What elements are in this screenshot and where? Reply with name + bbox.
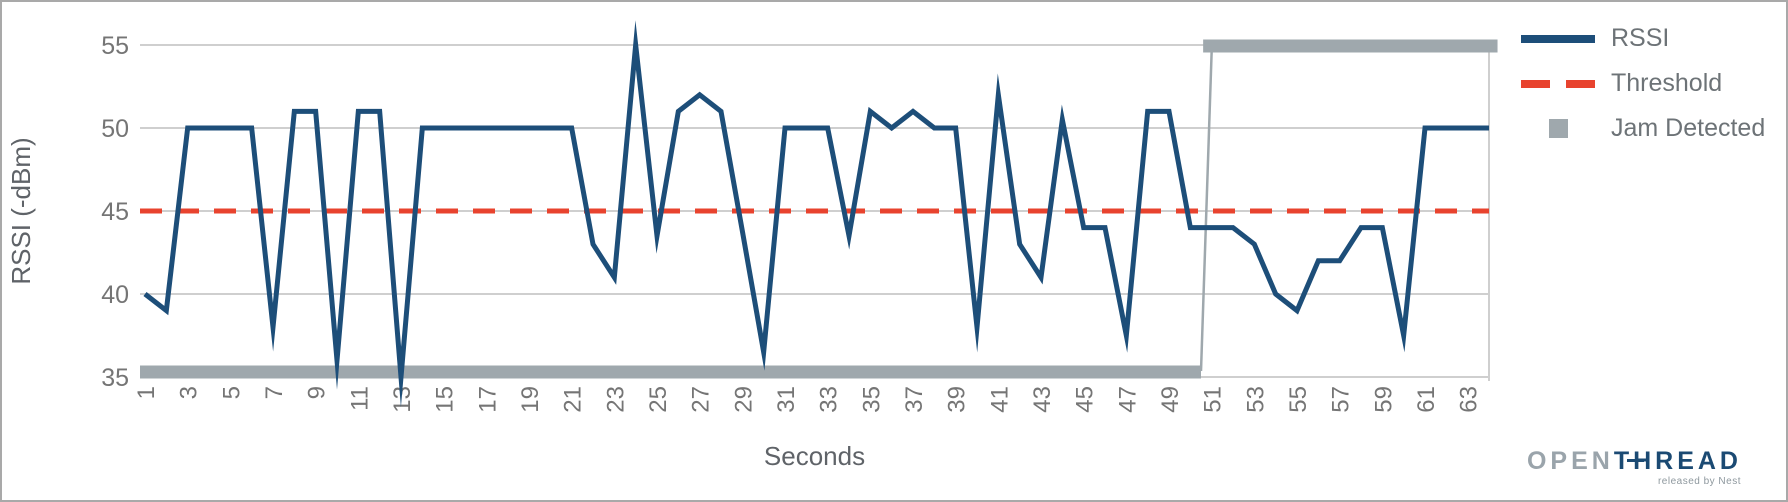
x-tick-label-29: 29 [730,386,757,413]
x-tick-label-5: 5 [218,386,245,399]
y-tick-label-40: 40 [101,281,129,309]
x-tick-label-57: 57 [1328,386,1355,413]
x-tick-label-19: 19 [517,386,544,413]
legend-swatch-col [1521,79,1595,88]
chart-legend: RSSI Threshold Jam Detected [1521,16,1765,151]
x-tick-label-9: 9 [304,386,331,399]
x-tick-label-63: 63 [1456,386,1483,413]
x-tick-label-27: 27 [688,386,715,413]
x-tick-label-35: 35 [858,386,885,413]
x-tick-label-11: 11 [346,386,373,411]
rssi-line[interactable] [143,20,1489,408]
x-tick-label-55: 55 [1285,386,1312,413]
y-axis-title: RSSI (-dBm) [6,137,36,284]
legend-swatch-col [1521,119,1595,138]
y-tick-label-50: 50 [101,115,129,143]
x-tick-label-59: 59 [1370,386,1397,413]
x-tick-label-31: 31 [773,386,800,413]
x-tick-label-15: 15 [432,386,459,413]
legend-label-rssi: RSSI [1611,24,1670,52]
x-tick-label-1: 1 [133,386,160,399]
x-tick-label-37: 37 [901,386,928,413]
logo-tagline: released by Nest [1657,476,1741,487]
logo-open-text: OPEN [1526,446,1614,475]
y-tick-label-45: 45 [101,198,129,226]
x-tick-label-51: 51 [1200,386,1227,413]
legend-label-threshold: Threshold [1611,69,1723,97]
x-tick-label-39: 39 [944,386,971,413]
logo-thread-text: THREAD [1613,446,1742,475]
x-tick-label-61: 61 [1413,386,1440,413]
x-tick-label-21: 21 [560,386,587,413]
legend-item-threshold[interactable]: Threshold [1521,61,1765,106]
legend-swatch-threshold [1521,79,1595,88]
x-tick-label-7: 7 [261,386,288,399]
x-tick-label-45: 45 [1072,386,1099,413]
legend-swatch-jam [1548,119,1568,138]
openthread-logo: OPENTHREAD released by Nest [1526,446,1742,487]
x-tick-label-53: 53 [1242,386,1269,413]
x-tick-label-25: 25 [645,386,672,413]
openthread-wordmark: OPENTHREAD [1526,446,1742,476]
y-tick-label-35: 35 [101,364,129,392]
x-tick-label-23: 23 [602,386,629,413]
x-tick-label-33: 33 [816,386,843,413]
legend-swatch-rssi [1521,34,1595,43]
legend-item-jam-detected[interactable]: Jam Detected [1521,106,1765,151]
x-tick-label-3: 3 [176,386,203,399]
legend-item-rssi[interactable]: RSSI [1521,16,1765,61]
x-tick-label-13: 13 [389,386,416,413]
x-tick-label-47: 47 [1114,386,1141,413]
x-axis-title: Seconds [764,441,865,471]
y-tick-label-55: 55 [101,32,129,60]
legend-swatch-col [1521,34,1595,43]
x-tick-label-43: 43 [1029,386,1056,413]
x-tick-label-17: 17 [474,386,501,413]
x-tick-label-49: 49 [1157,386,1184,413]
x-tick-label-41: 41 [986,386,1013,413]
jam-transition-line [1199,50,1213,372]
legend-label-jam-detected: Jam Detected [1611,114,1766,142]
